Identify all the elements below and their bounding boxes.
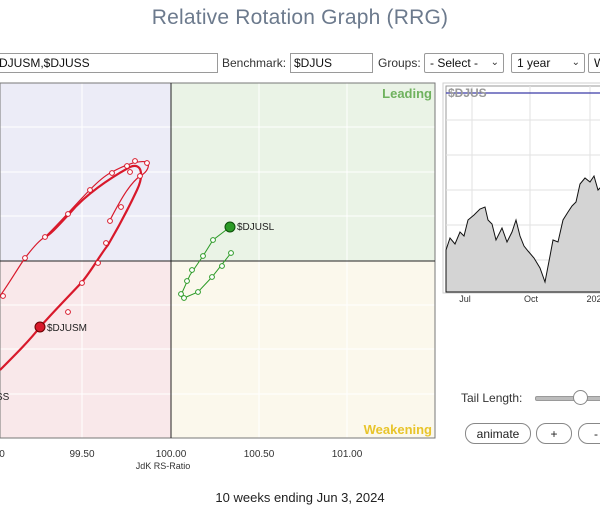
series-label-djusm: $DJUSM (47, 323, 87, 334)
symbols-input[interactable] (0, 53, 218, 73)
groups-select-value: - Select - (430, 56, 479, 70)
period-select-value: 1 year (517, 56, 551, 70)
x-tick-label: 0 (0, 449, 5, 460)
x-tick-label: 100.50 (244, 449, 275, 460)
date-range-caption: 10 weeks ending Jun 3, 2024 (215, 490, 385, 505)
price-x-tick-label: 202 (586, 294, 600, 304)
x-tick-label: 99.50 (69, 449, 94, 460)
price-area (445, 174, 600, 293)
price-x-tick-labels: Jul Oct 202 (459, 294, 600, 304)
series-tail-djusm (0, 164, 143, 371)
tail-length-label: Tail Length: (461, 391, 523, 405)
series-points-djusl (178, 237, 234, 301)
benchmark-input[interactable] (290, 53, 373, 73)
groups-label: Groups: (378, 56, 421, 70)
series-label-djuss: SS (0, 392, 10, 403)
quadrant-label-leading: Leading (382, 86, 432, 101)
page-title: Relative Rotation Graph (RRG) (151, 6, 449, 29)
x-tick-labels: 0 99.50 100.00 100.50 101.00 (0, 449, 363, 460)
animate-button[interactable]: animate (465, 423, 531, 444)
price-chart-symbol: $DJUS (448, 86, 487, 100)
series-head-djusm[interactable] (34, 321, 46, 333)
decrease-button[interactable]: - (578, 423, 600, 444)
series-head-djusl[interactable] (224, 221, 236, 233)
chevron-down-icon: ⌄ (571, 57, 580, 68)
period-select[interactable]: 1 year ⌄ (511, 53, 585, 73)
frequency-select-value: W (594, 56, 600, 70)
x-axis-label: JdK RS-Ratio (136, 461, 191, 471)
tail-length-slider-handle[interactable] (573, 390, 588, 405)
groups-select[interactable]: - Select - ⌄ (424, 53, 504, 73)
series-points-djusm (0, 158, 150, 315)
benchmark-label: Benchmark: (222, 56, 287, 70)
series-label-djusl: $DJUSL (237, 222, 275, 233)
quadrant-label-weakening: Weakening (364, 422, 432, 437)
price-x-tick-label: Oct (524, 294, 539, 304)
x-tick-label: 100.00 (156, 449, 187, 460)
grid-lines (0, 83, 435, 438)
chevron-down-icon: ⌄ (490, 57, 499, 68)
frequency-select[interactable]: W (588, 53, 600, 73)
x-tick-label: 101.00 (332, 449, 363, 460)
tail-length-slider-track[interactable] (535, 396, 600, 401)
price-x-tick-label: Jul (459, 294, 471, 304)
increase-button[interactable]: + (536, 423, 572, 444)
